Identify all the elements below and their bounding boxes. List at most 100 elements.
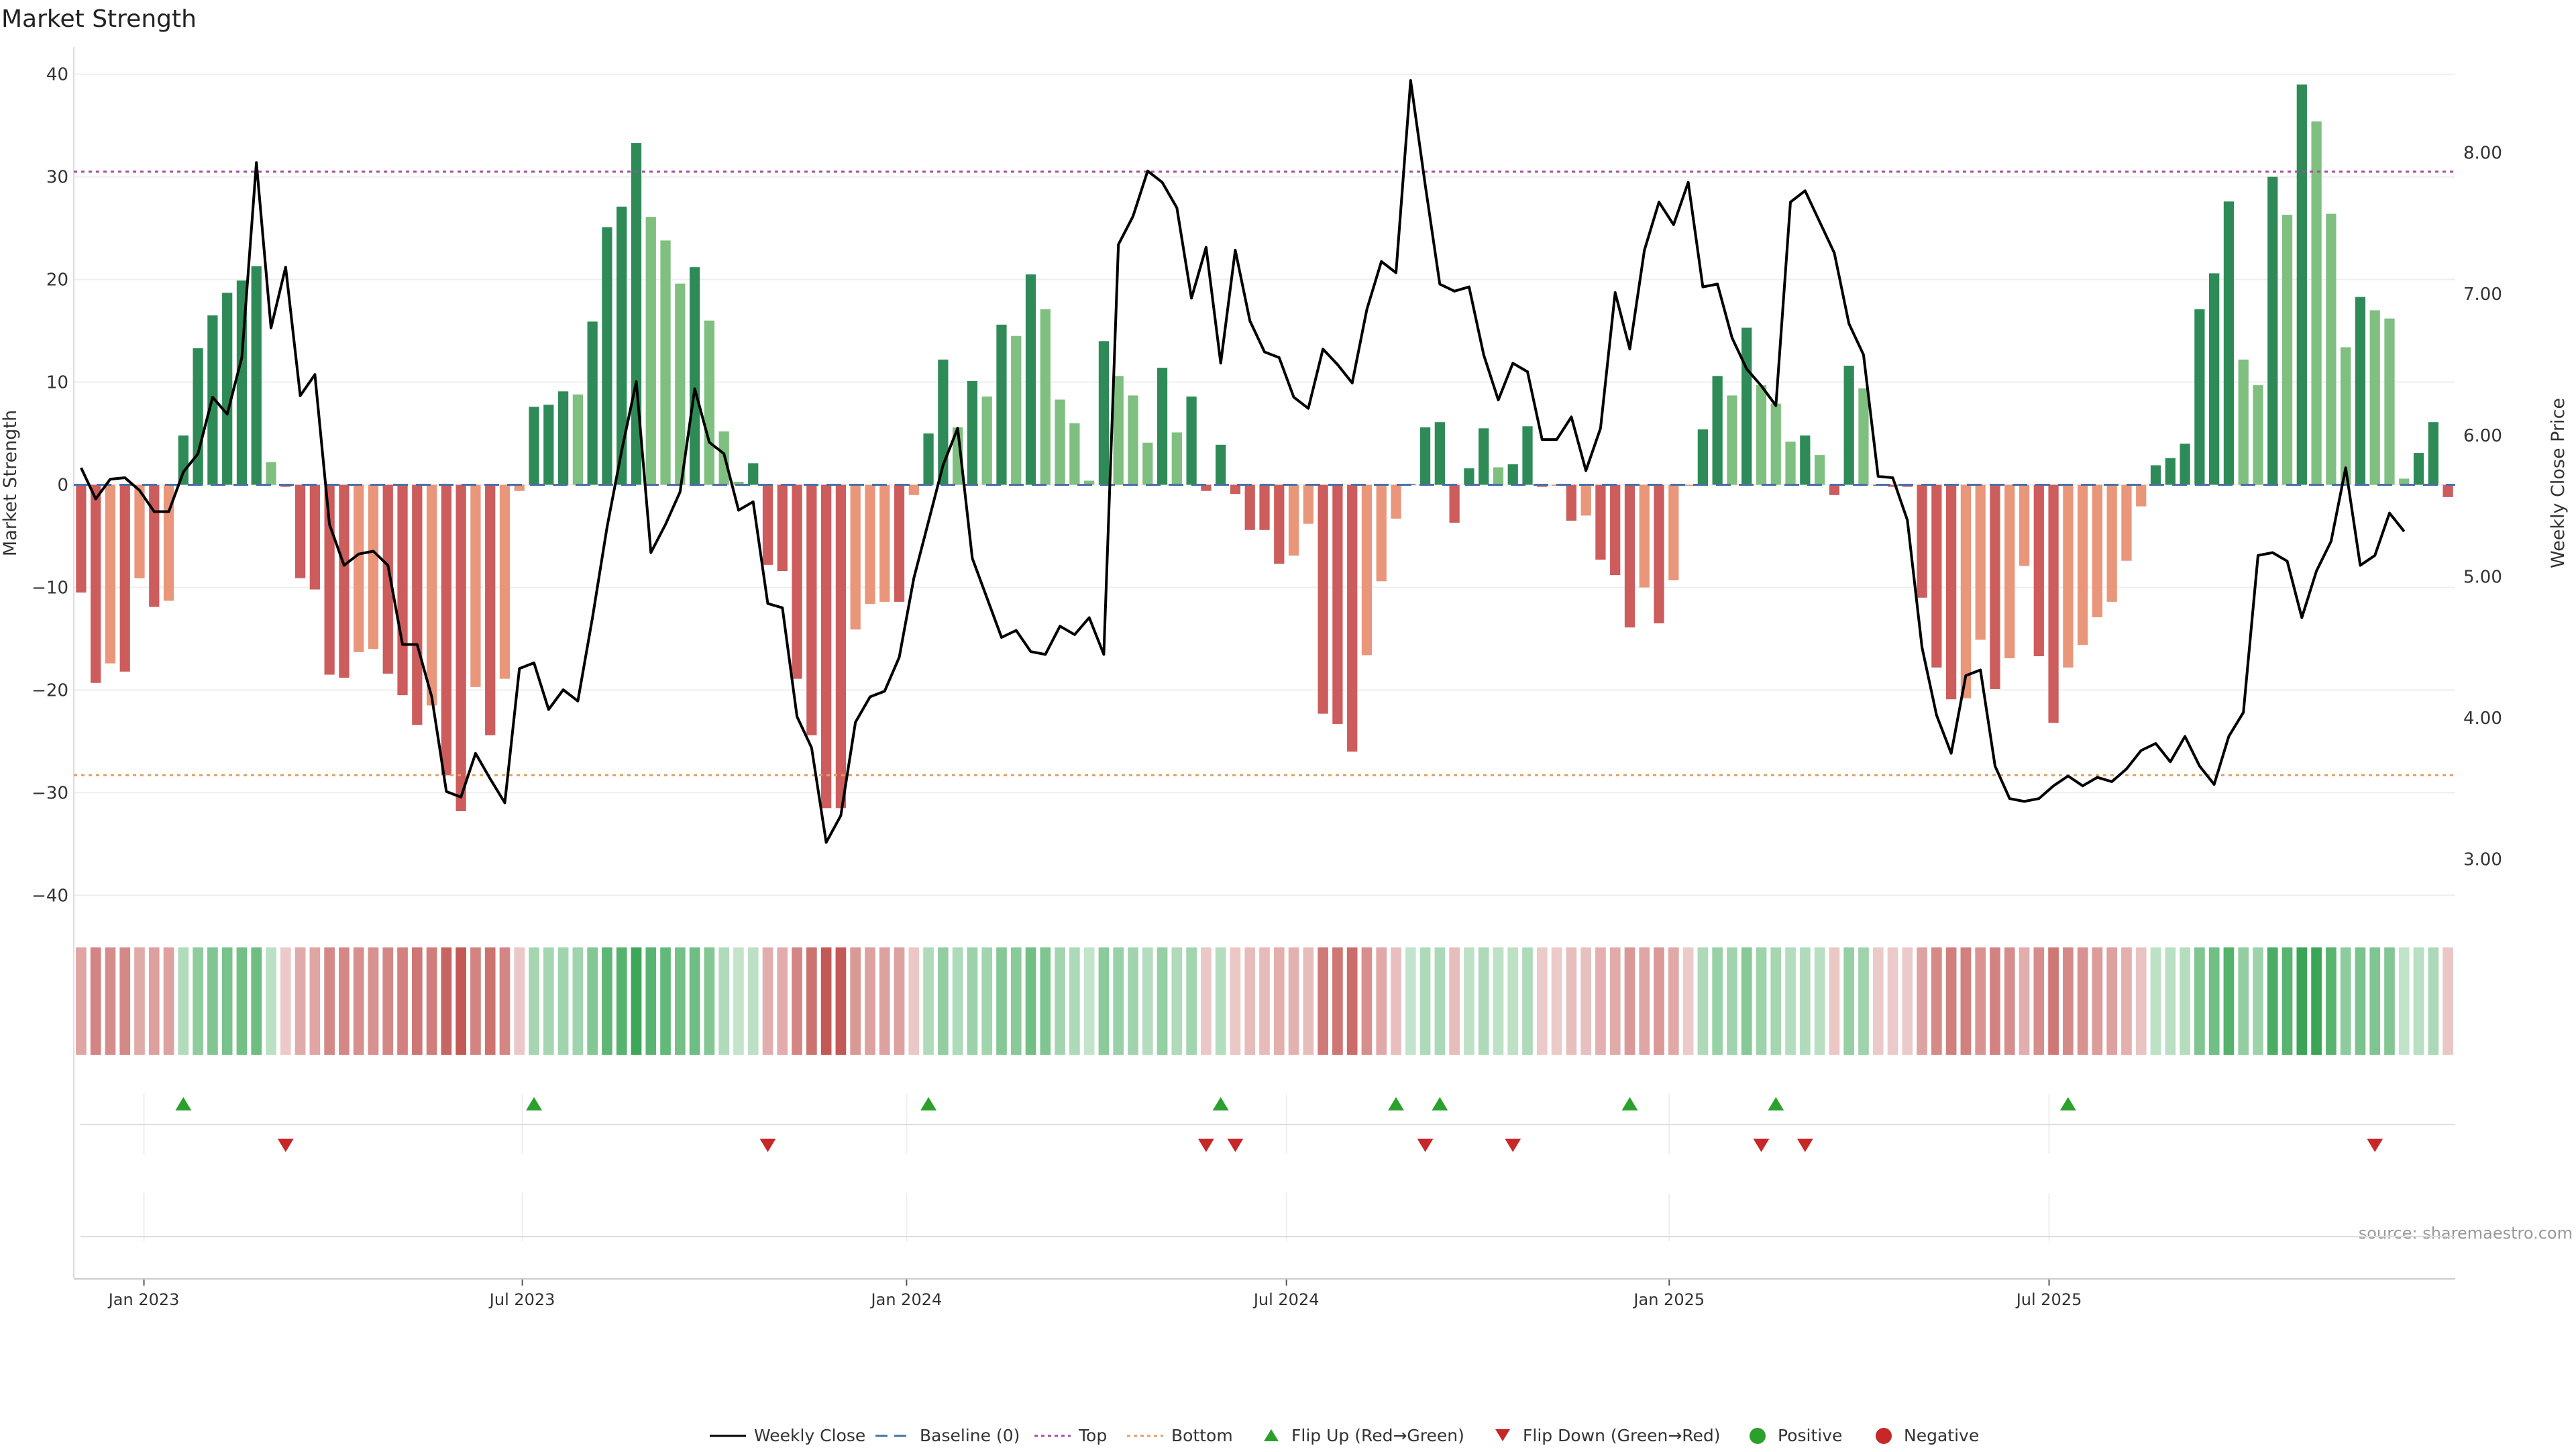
heat-cell: [908, 947, 920, 1055]
heat-cell: [704, 947, 715, 1055]
heat-cell: [1814, 947, 1825, 1055]
strength-bar: [368, 484, 379, 650]
heat-cell: [484, 947, 496, 1055]
heat-cell: [1142, 947, 1153, 1055]
strength-bar: [1142, 442, 1153, 485]
x-tick-label: Jul 2024: [1252, 1290, 1320, 1309]
heat-cell: [1230, 947, 1241, 1055]
strength-bar: [1785, 442, 1796, 485]
y2-tick-label: 4.00: [2463, 709, 2502, 729]
strength-bar: [1332, 484, 1343, 724]
heat-cell: [2106, 947, 2118, 1055]
heat-cell: [2180, 947, 2190, 1055]
heat-cell: [1872, 947, 1884, 1055]
strength-bar: [1303, 484, 1313, 524]
heat-cell: [280, 947, 291, 1055]
legend-item: Flip Down (Green→Red): [1523, 1426, 1721, 1445]
y-tick-label: −10: [32, 578, 68, 598]
y2-tick-label: 6.00: [2463, 426, 2502, 446]
strength-bar: [1025, 274, 1036, 485]
legend-item: Positive: [1778, 1426, 1842, 1445]
strength-bar: [865, 484, 875, 604]
strength-bar: [2399, 478, 2410, 485]
heat-cell: [1945, 947, 1957, 1055]
strength-bar: [1917, 484, 1927, 598]
heat-cell: [923, 947, 934, 1055]
heat-cell: [1799, 947, 1811, 1055]
strength-bar: [1682, 484, 1694, 486]
strength-bar: [557, 391, 569, 485]
strength-bar: [894, 484, 905, 602]
strength-bar: [470, 484, 481, 687]
y-tick-label: −30: [32, 783, 68, 803]
heat-cell: [1376, 947, 1387, 1055]
heat-cell: [587, 947, 598, 1055]
strength-bar: [2033, 484, 2044, 656]
heat-cell: [105, 947, 116, 1055]
strength-bar: [1829, 484, 1840, 495]
strength-bar: [222, 293, 233, 485]
heat-cell: [952, 947, 963, 1055]
heat-cell: [2443, 947, 2453, 1055]
strength-bar: [382, 484, 393, 674]
strength-bar: [938, 359, 949, 485]
heat-cell: [1990, 947, 2000, 1055]
strength-bar: [426, 484, 437, 706]
y2-tick-label: 3.00: [2463, 850, 2502, 870]
strength-bar: [134, 484, 145, 578]
heat-cell: [1128, 947, 1138, 1055]
weekly-close-line: [80, 79, 2406, 844]
heat-cell: [1580, 947, 1591, 1055]
heat-cell: [309, 947, 321, 1055]
heat-cell: [1332, 947, 1343, 1055]
heat-cell: [967, 947, 978, 1055]
flip-down-marker: [759, 1139, 776, 1152]
heat-cell: [2208, 947, 2220, 1055]
strength-bar: [1537, 484, 1548, 487]
heat-cell: [1595, 947, 1606, 1055]
strength-bar: [1084, 480, 1095, 485]
strength-bar: [1391, 484, 1401, 519]
strength-bar: [2355, 297, 2366, 485]
heat-cell: [879, 947, 890, 1055]
flip-up-marker: [526, 1097, 543, 1110]
legend-swatch: [1495, 1429, 1510, 1441]
strength-bar: [2238, 359, 2249, 485]
x-tick-label: Jan 2023: [107, 1290, 180, 1309]
heat-cell: [1113, 947, 1124, 1055]
strength-bar: [733, 481, 744, 485]
strength-bar: [1931, 484, 1942, 668]
heat-cell: [1171, 947, 1183, 1055]
strength-bar: [1945, 484, 1957, 700]
heat-cell: [1654, 947, 1664, 1055]
strength-bar: [1128, 395, 1138, 485]
strength-bar: [777, 484, 788, 571]
strength-bar: [2078, 484, 2088, 645]
heat-cell: [543, 947, 554, 1055]
heat-cell: [411, 947, 423, 1055]
heat-cell: [470, 947, 481, 1055]
heat-cell: [1303, 947, 1314, 1055]
strength-bar: [689, 267, 700, 485]
heat-cell: [397, 947, 408, 1055]
strength-bar: [2194, 309, 2205, 485]
strength-bar: [1712, 376, 1723, 485]
legend-item: Baseline (0): [920, 1426, 1020, 1445]
heat-cell: [1566, 947, 1577, 1055]
strength-bar: [1244, 484, 1255, 530]
strength-bar: [967, 380, 978, 485]
heat-cell: [762, 947, 773, 1055]
heat-cell: [1741, 947, 1752, 1055]
strength-bar: [1098, 341, 1110, 485]
strength-bar: [1770, 403, 1781, 485]
strength-bar: [2311, 121, 2322, 485]
legend-swatch: [1876, 1428, 1892, 1444]
strength-bar: [2048, 484, 2059, 723]
strength-bar: [1055, 399, 1065, 485]
strength-bar: [2413, 453, 2424, 485]
heat-cell: [353, 947, 364, 1055]
legend-item: Negative: [1904, 1426, 1979, 1445]
heat-cell: [1391, 947, 1401, 1055]
strength-bar: [2267, 176, 2278, 485]
strength-bar: [251, 266, 262, 485]
